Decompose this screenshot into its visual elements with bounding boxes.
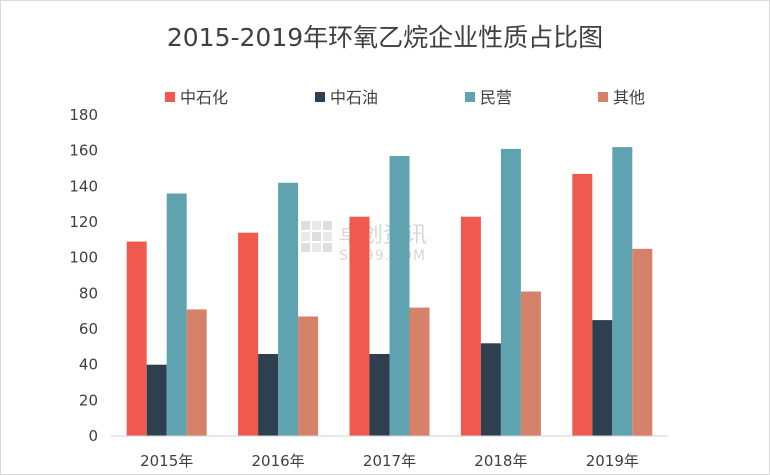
- x-axis: 2015年 2016年 2017年 2018年 2019年: [140, 452, 639, 470]
- y-tick-label: 140: [69, 177, 98, 195]
- bar-中石油-2017年: [369, 354, 390, 436]
- legend-item: 其他: [598, 88, 645, 107]
- x-tick-label: 2016年: [252, 452, 305, 470]
- bar-其他-2018年: [520, 291, 541, 436]
- legend-item: 民营: [465, 88, 512, 107]
- y-tick-label: 120: [69, 213, 98, 231]
- legend-item: 中石油: [315, 88, 378, 107]
- x-tick-label: 2015年: [140, 452, 193, 470]
- bar-其他-2017年: [409, 307, 430, 436]
- watermark-logo-icon: [301, 221, 332, 252]
- bar-其他-2019年: [632, 248, 653, 437]
- y-tick-label: 40: [79, 356, 98, 374]
- legend-swatch: [165, 92, 175, 102]
- bar-其他-2015年: [186, 309, 207, 436]
- bar-中石油-2018年: [480, 343, 501, 436]
- y-tick-label: 180: [69, 106, 98, 124]
- legend-item: 中石化: [165, 88, 228, 107]
- bar-中石化-2018年: [460, 216, 481, 436]
- bar-民营-2015年: [166, 193, 187, 436]
- legend-label: 中石化: [180, 88, 228, 107]
- bar-中石化-2016年: [238, 232, 259, 436]
- y-tick-label: 160: [69, 142, 98, 160]
- y-tick-label: 20: [79, 391, 98, 409]
- bar-其他-2016年: [298, 316, 319, 436]
- bar-民营-2019年: [612, 147, 633, 436]
- bar-中石化-2019年: [572, 173, 593, 436]
- y-tick-label: 100: [69, 249, 98, 267]
- legend: 中石化 中石油 民营 其他: [165, 88, 645, 107]
- y-tick-label: 80: [79, 284, 98, 302]
- bar-中石油-2016年: [258, 354, 279, 436]
- bar-民营-2017年: [389, 156, 410, 436]
- x-tick-label: 2018年: [474, 452, 527, 470]
- bar-中石化-2017年: [349, 216, 370, 436]
- legend-swatch: [598, 92, 608, 102]
- bars: [126, 147, 653, 437]
- x-tick-label: 2019年: [586, 452, 639, 470]
- chart-title: 2015-2019年环氧乙烷企业性质占比图: [167, 23, 603, 52]
- legend-label: 其他: [613, 88, 645, 107]
- y-tick-label: 0: [88, 427, 98, 445]
- bar-民营-2016年: [278, 182, 299, 436]
- x-tick-label: 2017年: [363, 452, 416, 470]
- bar-民营-2018年: [500, 148, 521, 436]
- y-tick-label: 60: [79, 320, 98, 338]
- legend-label: 民营: [480, 88, 512, 107]
- bar-中石油-2015年: [146, 364, 167, 436]
- y-axis: 0 20 40 60 80 100 120 140 160 180: [69, 106, 98, 445]
- bar-中石油-2019年: [592, 320, 613, 436]
- bar-中石化-2015年: [126, 241, 147, 436]
- legend-swatch: [315, 92, 325, 102]
- legend-swatch: [465, 92, 475, 102]
- legend-label: 中石油: [330, 88, 378, 107]
